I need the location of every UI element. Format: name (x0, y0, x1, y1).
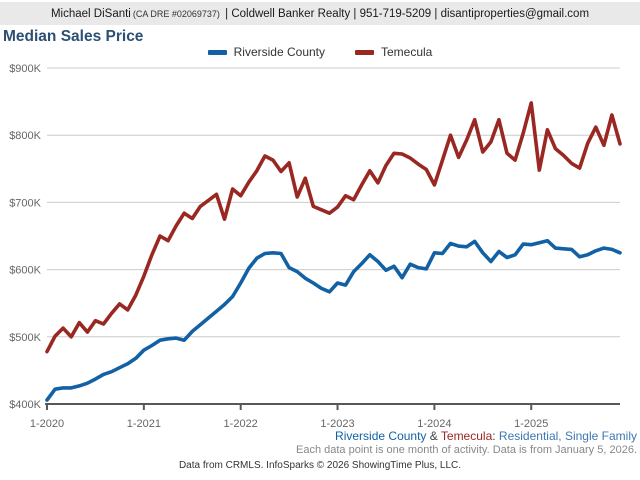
series-description: Riverside County & Temecula: Residential… (335, 429, 637, 443)
fn-colon: : (492, 429, 496, 443)
y-axis-tick-label: $700K (9, 197, 41, 209)
temecula-swatch-icon (355, 49, 374, 55)
y-axis-tick-label: $900K (9, 63, 41, 75)
data-point-note: Each data point is one month of activity… (296, 444, 637, 456)
y-axis-tick-label: $500K (9, 332, 41, 344)
x-axis-tick-label: 1-2020 (30, 418, 64, 430)
x-axis-tick-label: 1-2025 (514, 418, 548, 430)
x-axis-tick-label: 1-2023 (320, 418, 354, 430)
median-sales-price-chart: $400K $500K $600K $700K $800K $900K 1-2020 1-20… (9, 63, 622, 430)
x-axis-tick-label: 1-2021 (127, 418, 161, 430)
fn-temecula: Temecula (440, 429, 493, 443)
y-axis-tick-label: $400K (9, 399, 41, 411)
fn-property-type: Residential, Single Family (495, 429, 637, 443)
temecula-line[interactable] (45, 101, 622, 354)
agent-name: Michael DiSanti (50, 7, 131, 20)
y-axis-tick-label: $600K (9, 265, 41, 277)
attribution-footer: Data from CRMLS. InfoSparks © 2026 Showi… (178, 460, 462, 471)
legend-label: Riverside County (233, 45, 325, 59)
header-bar: Michael DiSanti (CA DRE #02069737) | Col… (0, 2, 640, 25)
riverside-county-swatch-icon (207, 49, 227, 55)
x-axis-tick-label: 1-2022 (224, 418, 258, 430)
y-axis-tick-label: $800K (9, 130, 41, 142)
legend-item-riverside-county[interactable]: Riverside County (207, 45, 325, 59)
riverside-county-line[interactable] (45, 238, 622, 402)
page-title: Median Sales Price (3, 28, 144, 45)
fn-amp: & (426, 429, 441, 443)
x-axis-tick-label: 1-2024 (417, 418, 451, 430)
fn-riverside: Riverside County (335, 429, 427, 443)
agent-license: (CA DRE #02069737) (132, 8, 220, 19)
legend-label: Temecula (381, 45, 433, 59)
agent-contact: | Coldwell Banker Realty | 951-719-5209 … (221, 7, 590, 20)
chart-legend: Riverside County Temecula (0, 45, 640, 59)
legend-item-temecula[interactable]: Temecula (355, 45, 432, 59)
